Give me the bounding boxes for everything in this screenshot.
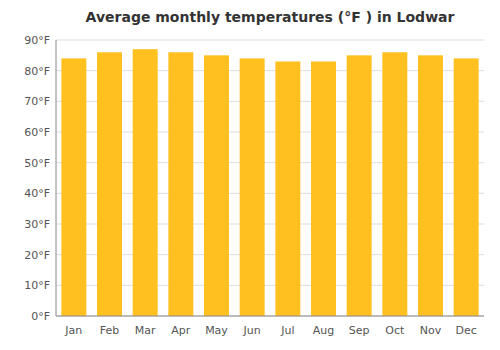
x-tick-label: Apr [171,324,191,337]
x-tick-label: May [205,324,228,337]
x-tick-label: Oct [385,324,405,337]
bar [204,55,229,316]
y-tick-label: 60°F [24,126,50,139]
bar [454,58,479,316]
x-axis-line [56,316,484,317]
bar [61,58,86,316]
x-tick-label: Jul [280,324,294,337]
bars [61,49,478,316]
y-tick-label: 50°F [24,157,50,170]
bar [347,55,372,316]
y-tick-label: 0°F [31,310,50,323]
y-tick-labels: 0°F 10°F 20°F 30°F 40°F 50°F 60°F 70°F 80°F 90°F [24,34,50,323]
y-tick-label: 90°F [24,34,50,47]
y-tick-label: 20°F [24,249,50,262]
y-axis-line [56,40,57,316]
x-tick-label: Jan [64,324,82,337]
y-tick-label: 80°F [24,65,50,78]
grid-line [56,40,484,41]
title: Average monthly temperatures (°F ) in Lo… [86,9,455,25]
chart: Average monthly temperatures (°F ) in Lo… [0,0,500,350]
y-tick-label: 30°F [24,218,50,231]
x-tick-label: Sep [349,324,370,337]
bar [168,52,193,316]
grid-line [56,316,484,317]
y-tick-label: 40°F [24,187,50,200]
bar [97,52,122,316]
y-tick-label: 70°F [24,95,50,108]
x-tick-label: Dec [456,324,477,337]
bar [418,55,443,316]
x-tick-label: Nov [420,324,442,337]
x-tick-labels: Jan Feb Mar Apr May Jun Jul Aug Sep Oct Nov Dec [64,324,476,337]
bar [382,52,407,316]
x-tick-label: Aug [313,324,334,337]
chart-container: Average monthly temperatures (°F ) in Lo… [0,0,500,350]
bar [133,49,158,316]
bar [240,58,265,316]
y-grid [56,40,484,316]
bar [311,61,336,316]
bar [275,61,300,316]
y-tick-label: 10°F [24,279,50,292]
x-tick-label: Mar [135,324,156,337]
x-tick-label: Feb [100,324,119,337]
x-tick-label: Jun [243,324,261,337]
